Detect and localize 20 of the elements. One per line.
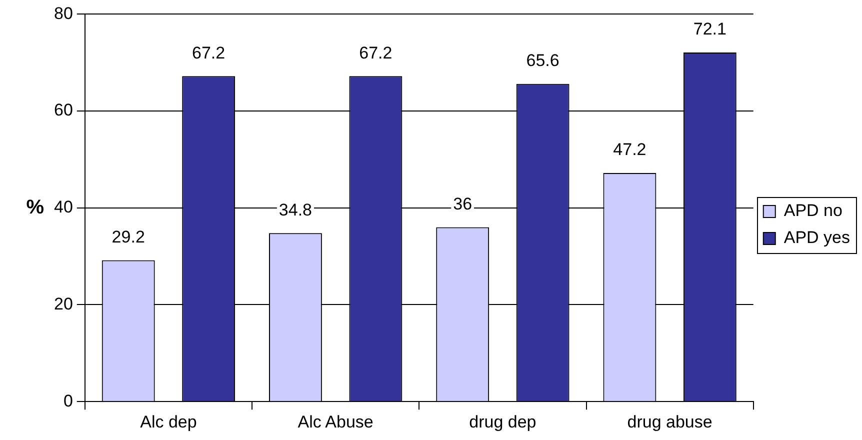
data-label: 65.6 bbox=[526, 51, 560, 70]
y-tick-label: 0 bbox=[63, 391, 73, 410]
y-axis-title: % bbox=[26, 196, 44, 218]
y-tick-label: 80 bbox=[54, 4, 73, 23]
y-tick-label: 40 bbox=[54, 198, 73, 217]
legend-label: APD no bbox=[784, 201, 842, 220]
data-label: 67.2 bbox=[192, 43, 226, 62]
x-tick-label: Alc Abuse bbox=[298, 412, 374, 432]
x-tick-label: drug abuse bbox=[627, 412, 712, 432]
data-label: 29.2 bbox=[112, 227, 145, 246]
data-label: 67.2 bbox=[359, 43, 392, 62]
x-tick-label: drug dep bbox=[469, 412, 536, 432]
y-tick-label: 60 bbox=[54, 100, 73, 120]
y-tick-label: 20 bbox=[54, 294, 73, 314]
x-tick-label: Alc dep bbox=[140, 412, 197, 432]
data-label: 36 bbox=[453, 194, 472, 214]
data-label: 72.1 bbox=[693, 20, 726, 39]
data-label: 34.8 bbox=[278, 200, 312, 220]
data-label: 47.2 bbox=[613, 140, 646, 160]
legend-label: APD yes bbox=[784, 228, 850, 248]
